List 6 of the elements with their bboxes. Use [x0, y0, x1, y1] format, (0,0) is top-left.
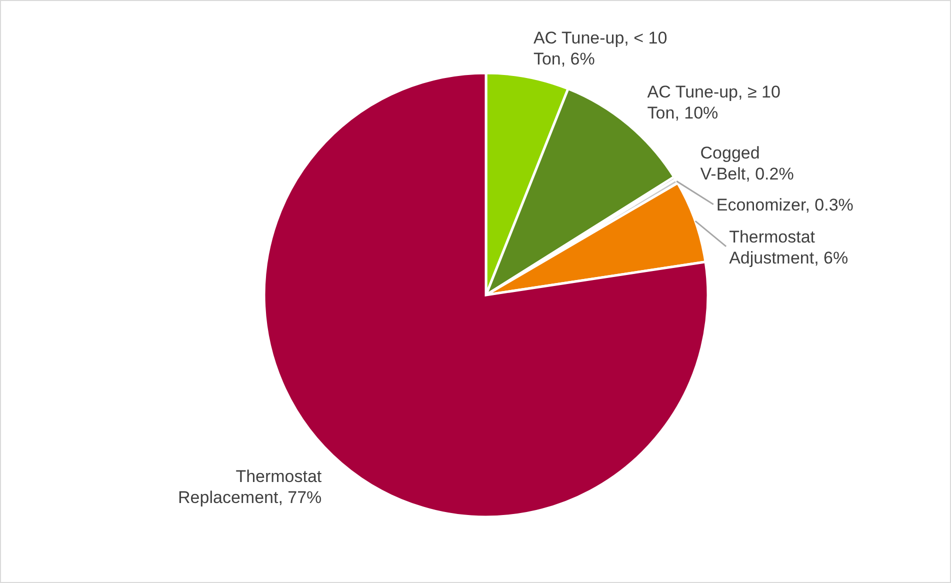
slice-label: AC Tune-up, ≥ 10 Ton, 10%	[647, 82, 780, 122]
slice-label: Thermostat Replacement, 77%	[178, 467, 322, 508]
slice-label: AC Tune-up, < 10 Ton, 6%	[533, 28, 668, 69]
slice-label: Cogged V-Belt, 0.2%	[700, 143, 794, 184]
slice-label: Economizer, 0.3%	[716, 195, 854, 214]
slice-label: Thermostat Adjustment, 6%	[729, 227, 848, 268]
